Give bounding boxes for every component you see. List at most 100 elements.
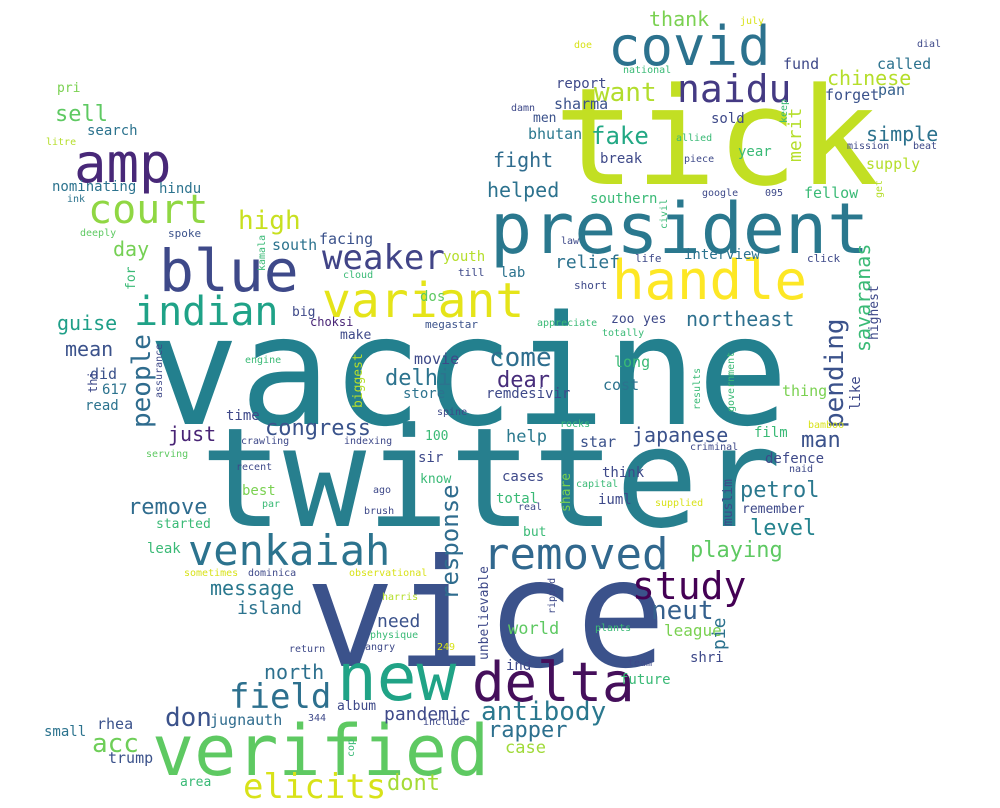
- word: time: [226, 408, 260, 424]
- word: cop: [346, 738, 357, 757]
- word: rapper: [488, 718, 568, 743]
- word: click: [807, 252, 841, 265]
- word: jugnauth: [210, 711, 283, 729]
- word: cloud: [343, 270, 374, 281]
- word: break: [600, 151, 643, 167]
- word: spoke: [168, 227, 202, 240]
- word: come: [489, 343, 552, 373]
- word: sharma: [554, 95, 609, 113]
- word: handle: [612, 249, 808, 312]
- word: megastar: [425, 318, 478, 331]
- word: interview: [684, 247, 760, 263]
- word: neut: [651, 596, 714, 626]
- word: dear: [497, 368, 550, 393]
- word: angry: [365, 642, 396, 653]
- word: day: [113, 237, 150, 261]
- word: best: [242, 483, 276, 499]
- word: sell: [55, 102, 108, 127]
- word: yes: [643, 312, 667, 327]
- word: ind: [506, 658, 532, 674]
- word: plants: [595, 623, 632, 634]
- word: relief: [555, 252, 621, 273]
- word: mission: [847, 141, 890, 152]
- word: leak: [147, 541, 181, 557]
- word: remdesivir: [486, 386, 571, 402]
- word: ripped: [547, 577, 558, 614]
- word: 617: [102, 382, 128, 398]
- word: indexing: [344, 436, 393, 447]
- word: long: [614, 353, 651, 371]
- word: future: [620, 672, 671, 688]
- word: amp: [74, 132, 172, 195]
- word: men: [533, 111, 557, 126]
- word: sometimes: [184, 568, 239, 579]
- word: results: [692, 367, 703, 410]
- word: started: [156, 517, 211, 532]
- word: removed: [483, 529, 669, 580]
- word: deeply: [80, 228, 117, 239]
- word: till: [458, 266, 485, 279]
- word: variant: [322, 273, 525, 329]
- word: fellow: [804, 184, 859, 202]
- word: rhea: [97, 715, 134, 733]
- word: supply: [866, 155, 921, 173]
- word: bhutan: [528, 125, 583, 143]
- word: guise: [57, 311, 118, 335]
- word: lab: [500, 265, 526, 281]
- word: forget: [825, 86, 880, 104]
- word: share: [559, 472, 574, 512]
- word: don: [165, 703, 212, 733]
- word: beat: [913, 141, 938, 152]
- word: playing: [690, 538, 783, 563]
- word: star: [580, 433, 617, 451]
- word: high: [238, 206, 301, 236]
- word: president: [490, 188, 870, 270]
- word: remove: [128, 495, 208, 520]
- word: area: [180, 775, 212, 790]
- word: fake: [591, 122, 649, 150]
- word: naidu: [677, 67, 792, 111]
- word: nominating: [52, 179, 137, 195]
- word: dial: [917, 39, 942, 50]
- word: pan: [878, 81, 906, 99]
- word: total: [496, 491, 539, 507]
- word: allied: [676, 133, 713, 144]
- word: northeast: [686, 307, 795, 331]
- word: twitter: [200, 398, 782, 559]
- word: real: [518, 502, 543, 513]
- word: movie: [414, 350, 460, 368]
- word: litre: [46, 137, 77, 148]
- word: weaker: [322, 238, 445, 278]
- word: verified: [152, 710, 490, 792]
- word: big: [292, 305, 316, 320]
- word: kamala: [257, 234, 268, 271]
- word: petrol: [740, 478, 820, 503]
- word: think: [602, 465, 645, 481]
- word: serving: [146, 449, 189, 460]
- word: crawling: [241, 436, 290, 447]
- word: called: [877, 55, 932, 73]
- word: new: [337, 639, 457, 716]
- word: july: [740, 16, 765, 27]
- word: law: [561, 236, 580, 247]
- word: thi: [86, 371, 100, 393]
- word: indian: [134, 289, 279, 335]
- word: know: [420, 472, 452, 487]
- word: chinese: [827, 66, 912, 90]
- word: recent: [236, 462, 273, 473]
- word: criminal: [690, 442, 739, 453]
- word: response: [436, 484, 464, 600]
- word: level: [750, 516, 817, 541]
- word: want: [594, 78, 657, 108]
- word: 095: [765, 188, 784, 199]
- word: dos: [420, 289, 446, 305]
- word: rocks: [560, 419, 591, 430]
- word: like: [848, 376, 864, 410]
- word: japanese: [632, 423, 729, 447]
- word: study: [632, 564, 747, 608]
- word: fund: [783, 55, 820, 73]
- word: government: [726, 351, 737, 412]
- word: field: [229, 677, 332, 717]
- word: trump: [108, 749, 154, 767]
